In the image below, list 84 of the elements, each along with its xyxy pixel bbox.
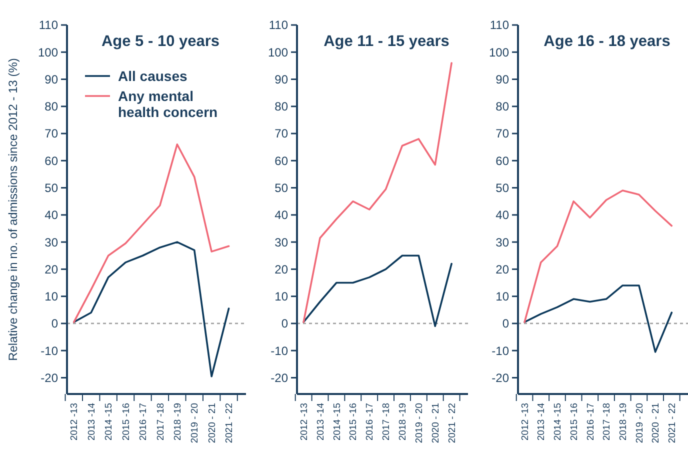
y-tick-label: 70 [44, 126, 58, 141]
y-tick-label: 70 [274, 126, 288, 141]
y-tick-label: 10 [274, 290, 288, 304]
x-tick-label: 2021 - 22 [666, 403, 678, 444]
text: Age 16 - 18 years [544, 33, 670, 50]
y-tick-label: 50 [44, 180, 58, 195]
x-tick-label: 2013 -14 [536, 403, 548, 441]
y-tick-label: 50 [496, 180, 510, 195]
x-tick-label: 2018 -19 [618, 403, 629, 441]
x-tick-label: 2017 -18 [381, 403, 392, 441]
x-tick-label: 2014 -15 [104, 403, 115, 441]
y-tick-label: 110 [38, 18, 58, 32]
x-tick-label: 2014 -15 [332, 403, 343, 441]
y-tick-label: 100 [38, 45, 58, 60]
x-tick-label: 2020 - 21 [430, 403, 442, 444]
y-tick-label: -20 [492, 370, 510, 385]
y-tick-label: 40 [274, 208, 288, 222]
x-tick-label: 2020 - 21 [650, 403, 662, 444]
y-tick-label: -10 [270, 344, 288, 358]
y-tick-label: 40 [44, 208, 58, 222]
y-tick-label: -10 [40, 344, 58, 358]
text: Age 5 - 10 years [101, 33, 220, 50]
y-tick-label: 0 [502, 316, 510, 331]
legend-label: All causes [118, 68, 188, 84]
y-tick-label: 80 [496, 100, 510, 114]
x-tick-label: 2014 -15 [552, 403, 564, 441]
x-tick-label: 2012 -13 [520, 403, 531, 441]
x-tick-label: 2012 -13 [298, 403, 310, 441]
x-tick-label: 2019 - 20 [634, 403, 646, 444]
y-tick-label: 110 [490, 18, 510, 32]
x-tick-label: 2016 -17 [585, 403, 596, 441]
y-tick-label: 100 [268, 45, 288, 60]
y-tick-label: 110 [268, 18, 288, 32]
y-tick-label: 20 [274, 262, 288, 276]
y-tick-label: 50 [274, 180, 288, 195]
x-tick-label: 2015 -16 [348, 403, 360, 441]
y-tick-label: -10 [492, 344, 510, 358]
line-series [72, 143, 230, 323]
y-tick-label: 10 [44, 290, 58, 304]
y-axis-title: Relative change in no. of admissions since 2012 - 13 (%) [6, 58, 20, 361]
y-tick-label: 60 [44, 154, 58, 168]
x-tick-label: 2016 -17 [138, 403, 150, 441]
text: Age 11 - 15 years [324, 33, 450, 50]
y-tick-label: 40 [496, 208, 510, 222]
y-tick-label: -20 [40, 370, 58, 385]
y-tick-label: 90 [496, 72, 510, 86]
y-tick-label: 0 [51, 316, 58, 331]
line-series [302, 62, 452, 323]
y-tick-label: 70 [496, 126, 510, 141]
x-tick-label: 2013 -14 [86, 403, 98, 441]
x-tick-label: 2017 -18 [155, 403, 166, 441]
y-tick-label: 10 [496, 290, 510, 304]
y-tick-label: 100 [488, 45, 510, 60]
x-tick-label: 2018 -19 [172, 403, 184, 441]
line-series [524, 284, 673, 353]
y-tick-label: 20 [44, 262, 58, 276]
x-tick-label: 2012 -13 [69, 403, 80, 441]
y-tick-label: 30 [496, 235, 510, 250]
y-tick-label: 80 [274, 100, 288, 114]
legend-label: Any mental health concern [118, 88, 218, 120]
x-tick-label: 2019 - 20 [414, 403, 425, 444]
x-tick-label: 2021 - 22 [446, 403, 458, 444]
line-series [72, 241, 230, 378]
y-tick-label: 30 [44, 235, 58, 250]
y-tick-label: 20 [496, 262, 510, 276]
line-series [302, 254, 452, 328]
x-tick-label: 2016 -17 [364, 403, 376, 441]
x-tick-label: 2017 -18 [602, 403, 613, 441]
x-tick-label: 2015 -16 [120, 403, 132, 441]
y-tick-label: 60 [274, 154, 288, 168]
y-tick-label: 30 [274, 235, 288, 250]
x-tick-label: 2021 - 22 [224, 403, 236, 444]
y-tick-label: -20 [270, 370, 288, 385]
y-tick-label: 80 [44, 100, 58, 114]
x-tick-label: 2020 - 21 [206, 403, 218, 444]
x-tick-label: 2015 -16 [568, 403, 580, 441]
x-tick-label: 2019 - 20 [190, 403, 201, 444]
x-tick-label: 2013 -14 [315, 403, 326, 441]
line-series [524, 190, 673, 323]
x-tick-label: 2018 -19 [398, 403, 409, 441]
y-tick-label: 60 [496, 154, 510, 168]
y-tick-label: 90 [44, 72, 58, 86]
y-tick-label: 90 [274, 72, 288, 86]
y-tick-label: 0 [281, 316, 288, 331]
